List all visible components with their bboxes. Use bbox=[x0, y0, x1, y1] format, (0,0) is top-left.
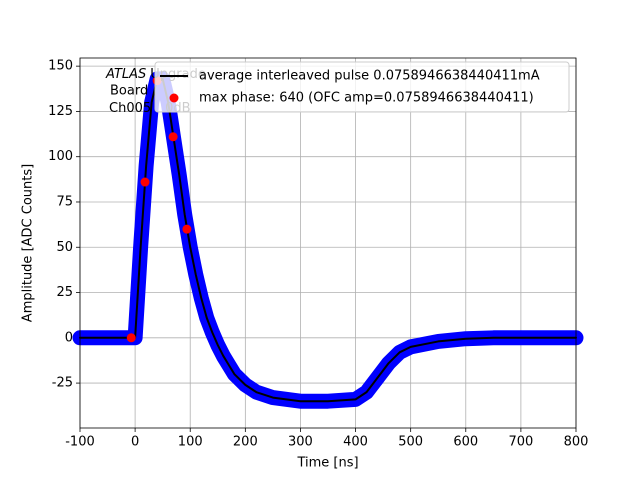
x-tick-label: 100 bbox=[178, 435, 203, 450]
y-tick-label: 25 bbox=[56, 285, 73, 300]
x-tick-label: -100 bbox=[65, 435, 95, 450]
max-phase-point bbox=[182, 224, 192, 234]
y-tick-label: 50 bbox=[56, 240, 73, 255]
x-tick-label: 500 bbox=[398, 435, 423, 450]
x-tick-label: 300 bbox=[288, 435, 313, 450]
legend-label: average interleaved pulse 0.075894663844… bbox=[199, 69, 540, 84]
x-tick-label: 700 bbox=[508, 435, 533, 450]
annotation-italic: ATLAS bbox=[105, 67, 146, 82]
y-tick-label: 150 bbox=[48, 59, 73, 74]
y-tick-label: 0 bbox=[65, 330, 73, 345]
x-axis-label: Time [ns] bbox=[296, 456, 358, 471]
x-tick-label: 800 bbox=[564, 435, 589, 450]
annotation-word: Ch005 bbox=[109, 101, 151, 116]
max-phase-point bbox=[126, 333, 136, 343]
legend-label: max phase: 640 (OFC amp=0.07589466384404… bbox=[199, 91, 534, 106]
legend-marker bbox=[169, 93, 179, 103]
sample-band bbox=[72, 71, 584, 409]
y-tick-label: 100 bbox=[48, 149, 73, 164]
max-phase-point bbox=[168, 132, 178, 142]
y-tick-label: -25 bbox=[52, 376, 73, 391]
x-tick-label: 400 bbox=[343, 435, 368, 450]
max-phase-point bbox=[140, 177, 150, 187]
y-tick-label: 125 bbox=[48, 104, 73, 119]
y-tick-label: 75 bbox=[56, 194, 73, 209]
x-tick-label: 200 bbox=[233, 435, 258, 450]
x-tick-label: 0 bbox=[131, 435, 139, 450]
y-axis-label: Amplitude [ADC Counts] bbox=[21, 164, 36, 322]
annotation: Board bbox=[110, 84, 148, 99]
plot-frame bbox=[79, 57, 577, 429]
legend-box bbox=[154, 61, 570, 113]
x-tick-label: 600 bbox=[453, 435, 478, 450]
